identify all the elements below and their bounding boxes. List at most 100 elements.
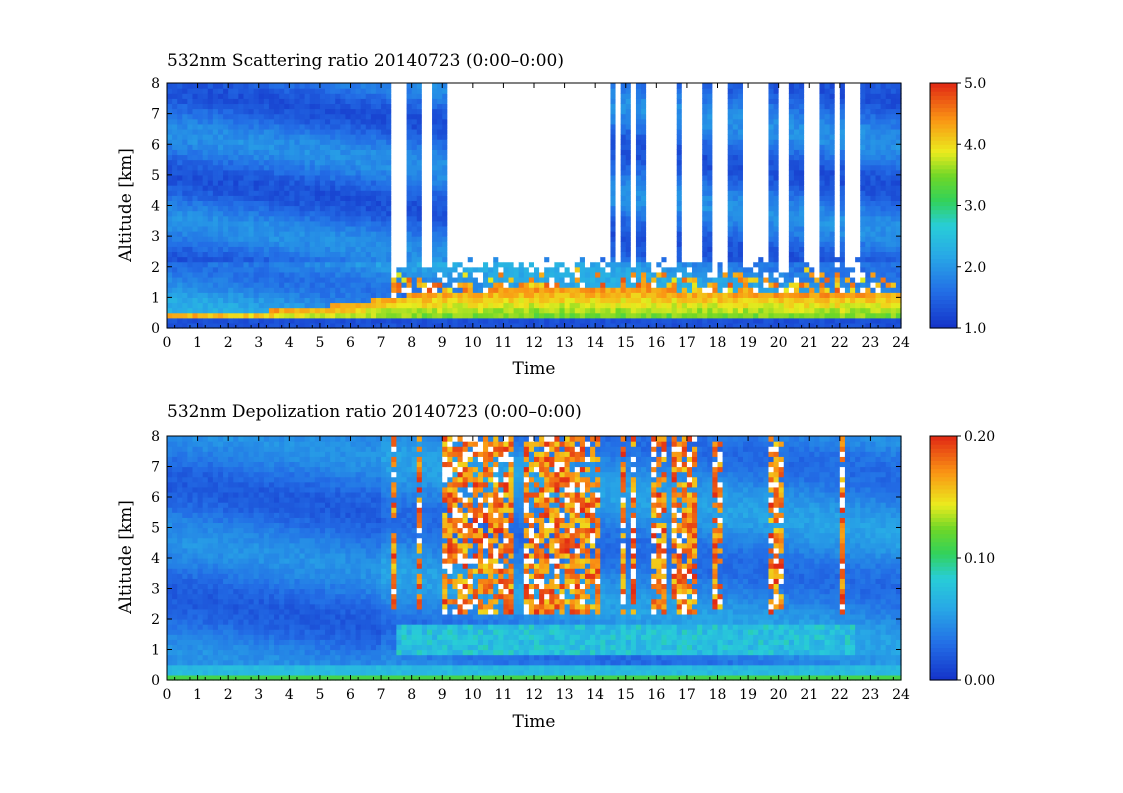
sr-heatmap-cell <box>570 216 576 222</box>
sr-heatmap-cell <box>498 129 504 135</box>
sr-heatmap-cell <box>238 154 244 160</box>
sr-heatmap-cell <box>692 129 698 135</box>
sr-heatmap-cell <box>631 195 637 201</box>
sr-heatmap-cell <box>391 124 397 130</box>
sr-heatmap-cell <box>483 124 489 130</box>
sr-heatmap-cell <box>371 318 377 324</box>
sr-heatmap-cell <box>417 170 423 176</box>
sr-heatmap-cell <box>478 144 484 150</box>
sr-heatmap-cell <box>351 231 357 237</box>
sr-heatmap-cell <box>315 180 321 186</box>
sr-heatmap-cell <box>167 216 173 222</box>
sr-heatmap-cell <box>580 160 586 166</box>
sr-heatmap-cell <box>269 175 275 181</box>
sr-heatmap-cell <box>335 251 341 257</box>
sr-heatmap-cell <box>631 134 637 140</box>
sr-heatmap-cell <box>274 144 280 150</box>
sr-heatmap-cell <box>422 190 428 196</box>
sr-heatmap-cell <box>335 103 341 109</box>
sr-heatmap-cell <box>570 175 576 181</box>
sr-heatmap-cell <box>192 134 198 140</box>
sr-heatmap-cell <box>274 109 280 115</box>
sr-heatmap-cell <box>432 216 438 222</box>
sr-heatmap-cell <box>325 231 331 237</box>
sr-heatmap-cell <box>192 124 198 130</box>
sr-heatmap-cell <box>636 262 642 268</box>
sr-heatmap-cell <box>432 165 438 171</box>
sr-heatmap-cell <box>274 221 280 227</box>
sr-heatmap-cell <box>590 98 596 104</box>
sr-heatmap-cell <box>580 292 586 298</box>
sr-heatmap-cell <box>335 160 341 166</box>
sr-heatmap-cell <box>524 297 530 303</box>
sr-heatmap-cell <box>616 241 622 247</box>
sr-heatmap-cell <box>238 175 244 181</box>
sr-heatmap-cell <box>437 221 443 227</box>
sr-heatmap-cell <box>386 144 392 150</box>
sr-heatmap-cell <box>682 180 688 186</box>
sr-heatmap-cell <box>432 83 438 89</box>
sr-heatmap-cell <box>672 211 678 217</box>
sr-heatmap-cell <box>208 302 214 308</box>
sr-heatmap-cell <box>585 103 591 109</box>
sr-heatmap-cell <box>172 200 178 206</box>
sr-heatmap-cell <box>412 170 418 176</box>
sr-heatmap-cell <box>315 282 321 288</box>
sr-heatmap-cell <box>223 93 229 99</box>
sr-heatmap-cell <box>585 124 591 130</box>
sr-heatmap-cell <box>249 190 255 196</box>
sr-heatmap-cell <box>192 165 198 171</box>
sr-heatmap-cell <box>198 88 204 94</box>
sr-heatmap-cell <box>243 292 249 298</box>
sr-heatmap-cell <box>254 236 260 242</box>
sr-heatmap-cell <box>554 119 560 125</box>
sr-heatmap-cell <box>478 292 484 298</box>
sr-heatmap-cell <box>208 318 214 324</box>
sr-heatmap-cell <box>294 318 300 324</box>
sr-heatmap-cell <box>600 200 606 206</box>
sr-heatmap-cell <box>534 165 540 171</box>
sr-heatmap-cell <box>570 144 576 150</box>
sr-heatmap-cell <box>503 221 509 227</box>
sr-heatmap-cell <box>524 277 530 283</box>
sr-heatmap-cell <box>351 292 357 298</box>
sr-heatmap-cell <box>289 302 295 308</box>
sr-heatmap-cell <box>218 129 224 135</box>
sr-heatmap-cell <box>233 231 239 237</box>
sr-heatmap-cell <box>335 282 341 288</box>
sr-heatmap-cell <box>356 313 362 319</box>
sr-heatmap-cell <box>452 206 458 212</box>
sr-heatmap-cell <box>356 221 362 227</box>
sr-heatmap-cell <box>595 180 601 186</box>
sr-heatmap-cell <box>182 313 188 319</box>
sr-heatmap-cell <box>687 160 693 166</box>
sr-heatmap-cell <box>412 139 418 145</box>
sr-heatmap-cell <box>585 211 591 217</box>
sr-heatmap-cell <box>626 302 632 308</box>
sr-heatmap-cell <box>386 124 392 130</box>
sr-heatmap-cell <box>396 103 402 109</box>
sr-heatmap-cell <box>534 302 540 308</box>
sr-heatmap-cell <box>605 119 611 125</box>
sr-heatmap-cell <box>340 144 346 150</box>
sr-heatmap-cell <box>692 226 698 232</box>
sr-heatmap-cell <box>458 124 464 130</box>
sr-heatmap-cell <box>300 272 306 278</box>
sr-heatmap-cell <box>610 88 616 94</box>
sr-heatmap-cell <box>549 154 555 160</box>
sr-heatmap-cell <box>590 251 596 257</box>
sr-heatmap-cell <box>254 308 260 314</box>
sr-heatmap-cell <box>325 302 331 308</box>
sr-heatmap-cell <box>218 277 224 283</box>
sr-heatmap-cell <box>473 226 479 232</box>
sr-heatmap-cell <box>401 165 407 171</box>
sr-heatmap-cell <box>396 257 402 263</box>
sr-heatmap-cell <box>559 246 565 252</box>
sr-heatmap-cell <box>233 109 239 115</box>
sr-heatmap-cell <box>570 287 576 293</box>
sr-heatmap-cell <box>498 297 504 303</box>
sr-heatmap-cell <box>345 313 351 319</box>
sr-heatmap-cell <box>228 88 234 94</box>
sr-heatmap-cell <box>249 129 255 135</box>
sr-heatmap-cell <box>554 149 560 155</box>
